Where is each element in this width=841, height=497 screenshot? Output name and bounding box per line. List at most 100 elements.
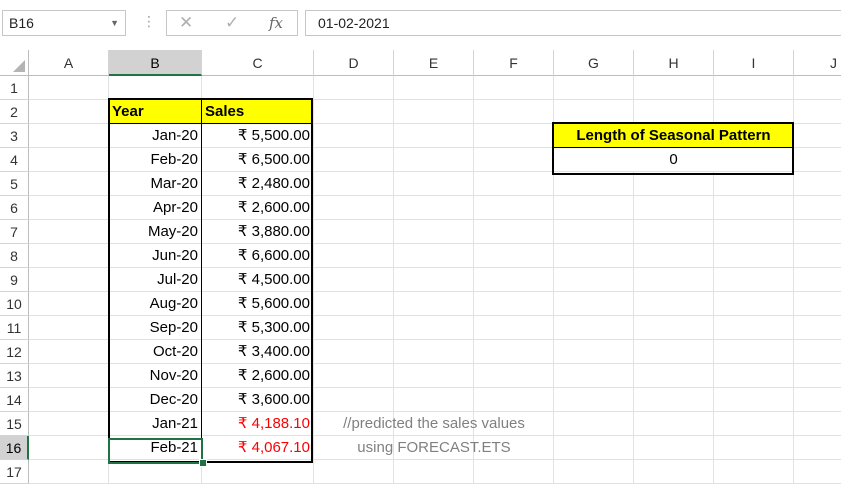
cell[interactable]: [634, 196, 714, 220]
cell[interactable]: [794, 244, 841, 268]
cell[interactable]: [474, 76, 554, 100]
row-header-11[interactable]: 11: [0, 316, 29, 340]
cell[interactable]: [394, 388, 474, 412]
cell[interactable]: [314, 412, 394, 436]
month-cell[interactable]: Oct-20: [109, 340, 202, 364]
cell[interactable]: [714, 76, 794, 100]
cell[interactable]: [714, 460, 794, 484]
column-header-e[interactable]: E: [394, 50, 474, 76]
cell[interactable]: [314, 172, 394, 196]
cell[interactable]: [394, 340, 474, 364]
cell[interactable]: [314, 148, 394, 172]
month-cell[interactable]: Jan-21: [109, 412, 202, 436]
cell[interactable]: [634, 412, 714, 436]
sales-cell[interactable]: ₹ 6,500.00: [202, 148, 314, 172]
cell[interactable]: [714, 244, 794, 268]
cell[interactable]: [634, 436, 714, 460]
cell[interactable]: [314, 220, 394, 244]
row-header-12[interactable]: 12: [0, 340, 29, 364]
insert-function-icon[interactable]: fx: [269, 14, 284, 32]
table-header-year[interactable]: Year: [109, 100, 202, 124]
cell[interactable]: [554, 244, 634, 268]
month-cell[interactable]: Feb-20: [109, 148, 202, 172]
cell[interactable]: [394, 172, 474, 196]
column-header-i[interactable]: I: [714, 50, 794, 76]
cell[interactable]: [714, 172, 794, 196]
cell[interactable]: [794, 292, 841, 316]
cell[interactable]: [314, 316, 394, 340]
cell[interactable]: [634, 388, 714, 412]
cell[interactable]: [394, 292, 474, 316]
cancel-icon[interactable]: ✕: [179, 13, 194, 32]
cell[interactable]: [29, 388, 109, 412]
cell[interactable]: [794, 100, 841, 124]
cell[interactable]: [554, 100, 634, 124]
cell[interactable]: [29, 316, 109, 340]
table-header-sales[interactable]: Sales: [202, 100, 314, 124]
cell[interactable]: [554, 196, 634, 220]
formula-input[interactable]: 01-02-2021: [305, 10, 841, 36]
cell[interactable]: [29, 124, 109, 148]
row-header-7[interactable]: 7: [0, 220, 29, 244]
cell[interactable]: [474, 460, 554, 484]
month-cell[interactable]: May-20: [109, 220, 202, 244]
cell[interactable]: [634, 268, 714, 292]
row-header-16[interactable]: 16: [0, 436, 29, 460]
cell[interactable]: [394, 76, 474, 100]
cell[interactable]: [474, 172, 554, 196]
sales-cell[interactable]: ₹ 2,600.00: [202, 196, 314, 220]
row-header-5[interactable]: 5: [0, 172, 29, 196]
cell[interactable]: [714, 364, 794, 388]
cell[interactable]: [634, 460, 714, 484]
cell[interactable]: [794, 148, 841, 172]
month-cell[interactable]: Jul-20: [109, 268, 202, 292]
cell[interactable]: [714, 292, 794, 316]
cell[interactable]: [794, 76, 841, 100]
cell[interactable]: [554, 436, 634, 460]
month-cell[interactable]: Feb-21: [109, 436, 202, 460]
column-header-d[interactable]: D: [314, 50, 394, 76]
cell[interactable]: [794, 340, 841, 364]
row-header-1[interactable]: 1: [0, 76, 29, 100]
cell[interactable]: [474, 292, 554, 316]
cell[interactable]: [714, 412, 794, 436]
cell[interactable]: [29, 364, 109, 388]
cell[interactable]: [474, 388, 554, 412]
cell[interactable]: [794, 364, 841, 388]
cell[interactable]: [314, 76, 394, 100]
cell[interactable]: [714, 388, 794, 412]
chevron-down-icon[interactable]: ▼: [110, 18, 119, 28]
cell[interactable]: [714, 268, 794, 292]
cell[interactable]: [554, 364, 634, 388]
cell[interactable]: [29, 148, 109, 172]
name-box[interactable]: B16 ▼: [2, 10, 126, 36]
cell[interactable]: [394, 268, 474, 292]
cell[interactable]: [29, 100, 109, 124]
cell[interactable]: [394, 220, 474, 244]
cell[interactable]: [634, 76, 714, 100]
cell[interactable]: [394, 412, 474, 436]
month-cell[interactable]: Dec-20: [109, 388, 202, 412]
cell[interactable]: [714, 220, 794, 244]
row-header-15[interactable]: 15: [0, 412, 29, 436]
cell[interactable]: [714, 340, 794, 364]
cell[interactable]: [634, 340, 714, 364]
cell[interactable]: [554, 412, 634, 436]
cell[interactable]: [394, 244, 474, 268]
sales-cell[interactable]: ₹ 6,600.00: [202, 244, 314, 268]
row-header-3[interactable]: 3: [0, 124, 29, 148]
cell[interactable]: [474, 316, 554, 340]
sales-cell[interactable]: ₹ 3,880.00: [202, 220, 314, 244]
cell[interactable]: [634, 364, 714, 388]
seasonal-pattern-header[interactable]: Length of Seasonal Pattern: [554, 124, 794, 148]
cell[interactable]: [314, 460, 394, 484]
column-header-c[interactable]: C: [202, 50, 314, 76]
cell[interactable]: [29, 172, 109, 196]
sales-cell[interactable]: ₹ 5,500.00: [202, 124, 314, 148]
month-cell[interactable]: Sep-20: [109, 316, 202, 340]
cell[interactable]: [314, 268, 394, 292]
cell[interactable]: [714, 100, 794, 124]
row-header-9[interactable]: 9: [0, 268, 29, 292]
cell[interactable]: [202, 460, 314, 484]
cell[interactable]: [394, 124, 474, 148]
